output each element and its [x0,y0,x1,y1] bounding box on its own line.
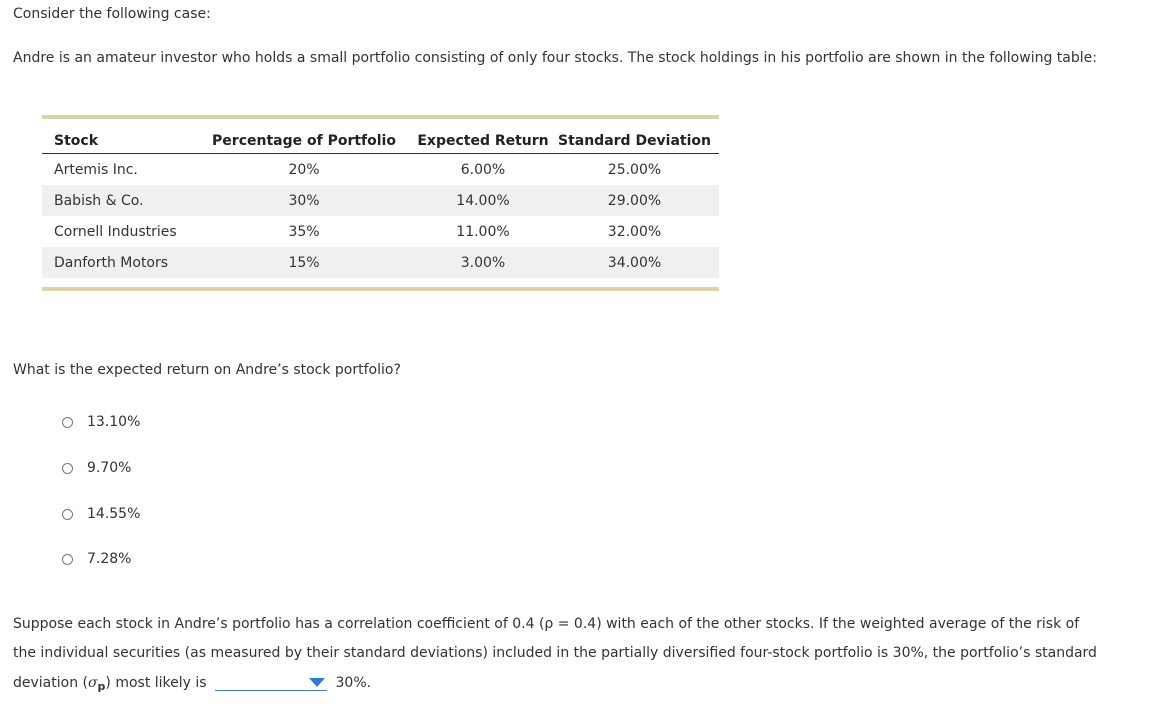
paragraph-line-2: the individual securities (as measured b… [13,645,1097,661]
stock-name: Cornell Industries [54,223,177,240]
table-top-rule [42,115,719,119]
answer-option[interactable]: 14.55% [62,504,140,524]
paragraph-line-3: deviation (σp) most likely is 30%. [13,674,371,693]
radio-button[interactable] [62,508,73,520]
portfolio-percentage: 30% [192,185,416,216]
option-label: 13.10% [87,414,141,430]
table-row: Artemis Inc. 20% 6.00% 25.00% [42,154,719,186]
header-expected-return: Expected Return [416,129,550,154]
table-header-row: Stock Percentage of Portfolio Expected R… [42,129,719,154]
radio-button[interactable] [62,553,73,565]
standard-deviation: 25.00% [607,161,662,178]
sigma-symbol: σ [87,675,98,691]
option-label: 7.28% [87,551,132,567]
answer-dropdown[interactable] [215,674,328,691]
option-label: 14.55% [87,506,141,522]
chevron-down-icon[interactable] [309,678,326,687]
radio-button[interactable] [62,462,73,474]
thirty-percent-text: 30%. [335,675,372,691]
radio-button[interactable] [62,416,73,428]
header-standard-deviation: Standard Deviation [550,129,719,154]
stock-name: Artemis Inc. [54,161,138,178]
answer-option[interactable]: 9.70% [62,458,131,478]
most-likely-text: ) most likely is [105,675,207,691]
answer-option[interactable]: 13.10% [62,412,140,432]
question-text: What is the expected return on Andre’s s… [13,362,401,378]
stock-name: Babish & Co. [42,185,192,216]
expected-return: 14.00% [416,185,550,216]
case-description: Andre is an amateur investor who holds a… [13,50,1097,66]
sigma-subscript: p [97,680,106,693]
portfolio-percentage: 20% [288,161,320,178]
paragraph-line-1: Suppose each stock in Andre’s portfolio … [13,616,1080,632]
portfolio-percentage: 35% [288,223,320,240]
option-label: 9.70% [87,460,132,476]
portfolio-percentage: 15% [192,247,416,278]
table-row: Danforth Motors 15% 3.00% 34.00% [42,247,719,278]
expected-return: 3.00% [416,247,550,278]
standard-deviation: 29.00% [550,185,719,216]
stock-name: Danforth Motors [42,247,192,278]
expected-return: 6.00% [460,161,506,178]
portfolio-table: Stock Percentage of Portfolio Expected R… [42,115,719,291]
header-percentage: Percentage of Portfolio [192,129,416,154]
table-row: Cornell Industries 35% 11.00% 32.00% [42,216,719,247]
header-stock: Stock [42,129,192,154]
standard-deviation: 34.00% [550,247,719,278]
answer-option[interactable]: 7.28% [62,549,131,569]
deviation-text: deviation ( [13,675,88,691]
table-bottom-rule [42,287,719,291]
expected-return: 11.00% [456,223,510,240]
table-row: Babish & Co. 30% 14.00% 29.00% [42,185,719,216]
intro-text: Consider the following case: [13,6,211,22]
standard-deviation: 32.00% [607,223,662,240]
